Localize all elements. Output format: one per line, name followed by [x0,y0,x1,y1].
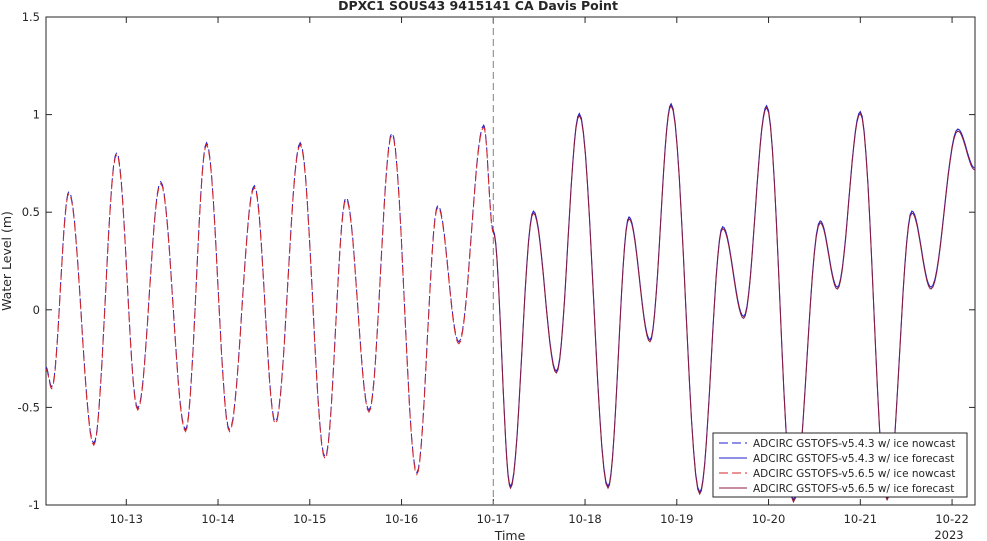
y-tick-label: 0.5 [22,205,40,219]
series-layer [45,102,976,504]
y-axis-label: Water Level (m) [0,211,14,311]
legend-label: ADCIRC GSTOFS-v5.6.5 w/ ice forecast [753,483,954,495]
x-tick-label: 10-16 [385,512,418,526]
x-axis-year-label: 2023 [934,528,963,541]
x-axis: 10-13 10-14 10-15 10-16 10-17 10-18 10-19 10-20… [110,17,969,526]
legend-label: ADCIRC GSTOFS-v5.4.3 w/ ice nowcast [753,438,955,450]
x-tick-label: 10-20 [752,512,785,526]
series-line-4 [492,104,976,504]
legend-box [712,432,968,498]
x-tick-label: 10-19 [660,512,693,526]
y-tick-label: 1.5 [22,10,40,24]
y-tick-label: 1 [33,108,40,122]
y-tick-label: 0 [33,303,40,317]
x-tick-label: 10-15 [293,512,326,526]
y-tick-label: -0.5 [18,400,40,414]
legend-label: ADCIRC GSTOFS-v5.6.5 w/ ice nowcast [753,468,955,480]
plot-area [45,16,976,506]
legend: ADCIRC GSTOFS-v5.4.3 w/ ice nowcast ADCIR… [712,432,968,498]
y-tick-label: -1 [29,498,40,512]
series-line-3 [45,126,494,476]
legend-label: ADCIRC GSTOFS-v5.4.3 w/ ice forecast [753,453,954,465]
chart-title: DPXC1 SOUS43 9415141 CA Davis Point [338,0,618,13]
x-axis-label: Time [494,528,526,541]
x-tick-label: 10-14 [201,512,234,526]
x-tick-label: 10-17 [477,512,510,526]
x-tick-label: 10-21 [844,512,877,526]
y-axis: -1 -0.5 0 0.5 1 1.5 [18,10,975,512]
x-tick-label: 10-22 [935,512,968,526]
x-tick-label: 10-13 [110,512,143,526]
x-tick-label: 10-18 [568,512,601,526]
